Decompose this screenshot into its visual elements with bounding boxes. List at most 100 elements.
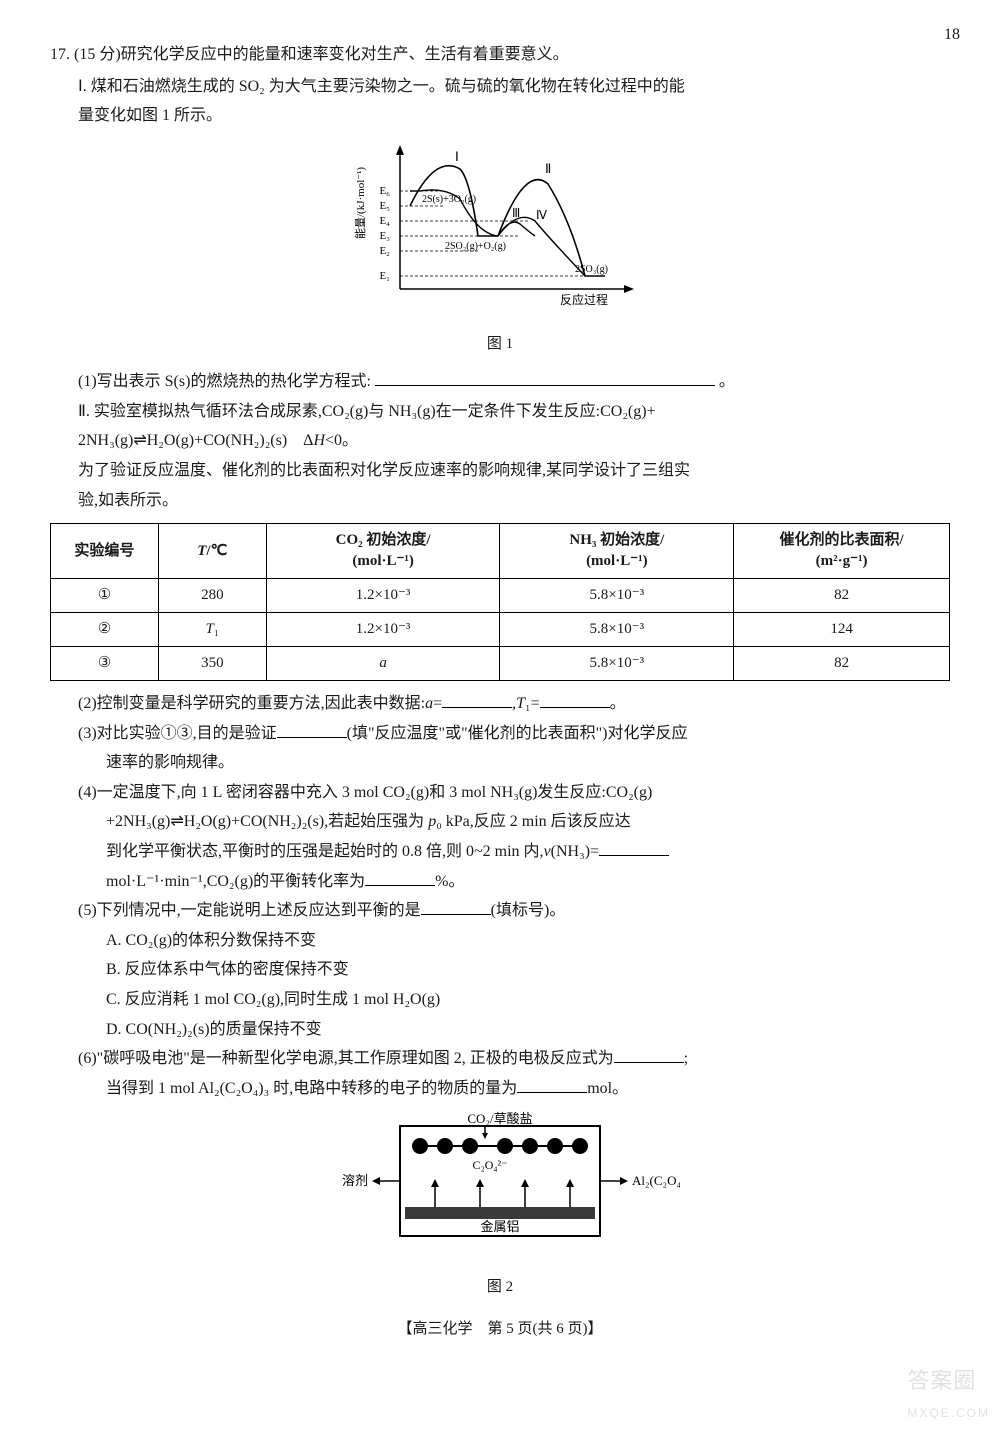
cell: ③ [51, 647, 159, 681]
figure-1-container: E₁ E₂ E₃ E₄ E₅ E₆ Ⅰ Ⅱ Ⅲ Ⅳ 2S(s)+3O₂(g) 2… [50, 139, 950, 359]
q6-blank2[interactable] [517, 1075, 587, 1093]
table-row: ② T₁ 1.2×10⁻³ 5.8×10⁻³ 124 [51, 613, 950, 647]
q1-blank[interactable] [375, 369, 715, 387]
q5-blank[interactable] [421, 898, 491, 916]
svg-text:Ⅱ: Ⅱ [545, 161, 551, 176]
cell: 124 [734, 613, 950, 647]
th-4: 催化剂的比表面积/(m²·g⁻¹) [734, 524, 950, 579]
page-corner-number: 18 [944, 20, 960, 50]
part2-deltaH: H [313, 432, 325, 449]
svg-text:金属铝: 金属铝 [480, 1219, 519, 1234]
svg-text:2S(s)+3O₂(g): 2S(s)+3O₂(g) [422, 194, 476, 205]
th-1: T/℃ [158, 524, 266, 579]
svg-text:能量/(kJ·mol⁻¹): 能量/(kJ·mol⁻¹) [353, 166, 367, 238]
svg-text:2SO₂(g)+O₂(g): 2SO₂(g)+O₂(g) [445, 241, 506, 252]
q4-text-d: mol·L⁻¹·min⁻¹,CO₂(g)的平衡转化率为 [106, 873, 365, 890]
svg-text:E₂: E₂ [379, 245, 390, 257]
th-0: 实验编号 [51, 524, 159, 579]
svg-text:E₃: E₃ [379, 230, 390, 242]
page-footer: 【高三化学 第 5 页(共 6 页)】 [50, 1316, 950, 1344]
q1-text: (1)写出表示 S(s)的燃烧热的热化学方程式: [78, 373, 371, 390]
choice-C: C. 反应消耗 1 mol CO₂(g),同时生成 1 mol H₂O(g) [106, 985, 950, 1015]
part2-line4: 验,如表所示。 [78, 486, 950, 516]
q6-text-b: ; [684, 1050, 688, 1067]
svg-text:E₆: E₆ [379, 185, 390, 197]
part1-line1: Ⅰ. 煤和石油燃烧生成的 SO₂ 为大气主要污染物之一。硫与硫的氧化物在转化过程… [78, 72, 950, 102]
q2-eq1: = [433, 695, 442, 712]
q6-text-a: (6)"碳呼吸电池"是一种新型化学电源,其工作原理如图 2, 正极的电极反应式为 [78, 1050, 614, 1067]
figure-2-svg: CO₂/草酸盐 C₂O₄²⁻ 溶剂 Al₂(C₂O₄)₃ 金属铝 [320, 1111, 680, 1261]
q4-text-e: %。 [435, 873, 464, 890]
q3-text-b: (填"反应温度"或"催化剂的比表面积")对化学反应 [347, 725, 688, 742]
cell: T₁ [158, 613, 266, 647]
watermark-main: 答案圈 [907, 1361, 990, 1402]
table-row: ③ 350 a 5.8×10⁻³ 82 [51, 647, 950, 681]
cell: 1.2×10⁻³ [266, 613, 500, 647]
th-2: CO₂ 初始浓度/(mol·L⁻¹) [266, 524, 500, 579]
experiment-table: 实验编号 T/℃ CO₂ 初始浓度/(mol·L⁻¹) NH₃ 初始浓度/(mo… [50, 523, 950, 681]
q2-blank1[interactable] [442, 691, 512, 709]
svg-text:E₁: E₁ [379, 270, 390, 282]
svg-text:2SO₃(g): 2SO₃(g) [575, 264, 608, 275]
figure-2-caption: 图 2 [50, 1274, 950, 1302]
choice-A: A. CO₂(g)的体积分数保持不变 [106, 926, 950, 956]
th-3: NH₃ 初始浓度/(mol·L⁻¹) [500, 524, 734, 579]
q2-blank2[interactable] [540, 691, 610, 709]
q4-p0: p [428, 813, 436, 830]
q6-blank1[interactable] [614, 1046, 684, 1064]
q2-tail: 。 [610, 695, 626, 712]
svg-text:CO₂/草酸盐: CO₂/草酸盐 [467, 1111, 532, 1126]
watermark: 答案圈 MXQE.COM [907, 1361, 990, 1424]
q2-text-a: (2)控制变量是科学研究的重要方法,因此表中数据: [78, 695, 425, 712]
q4-blank2[interactable] [365, 868, 435, 886]
question-17-header: 17. (15 分)研究化学反应中的能量和速率变化对生产、生活有着重要意义。 [50, 40, 950, 70]
q4-text-b2: ₀ kPa,反应 2 min 后该反应达 [436, 813, 630, 830]
figure-2-container: CO₂/草酸盐 C₂O₄²⁻ 溶剂 Al₂(C₂O₄)₃ 金属铝 [50, 1111, 950, 1301]
part2-line2b: <0。 [325, 432, 358, 449]
svg-text:C₂O₄²⁻: C₂O₄²⁻ [473, 1158, 508, 1172]
q4-text-c2: (NH₃)= [551, 843, 599, 860]
table-header-row: 实验编号 T/℃ CO₂ 初始浓度/(mol·L⁻¹) NH₃ 初始浓度/(mo… [51, 524, 950, 579]
svg-text:Ⅳ: Ⅳ [536, 208, 547, 222]
q3-blank[interactable] [277, 720, 347, 738]
q5-text-a: (5)下列情况中,一定能说明上述反应达到平衡的是 [78, 902, 421, 919]
cell: 5.8×10⁻³ [500, 613, 734, 647]
part2-line1: Ⅱ. 实验室模拟热气循环法合成尿素,CO₂(g)与 NH₃(g)在一定条件下发生… [78, 397, 950, 427]
cell: 82 [734, 647, 950, 681]
q6-text-d: mol。 [587, 1080, 628, 1097]
choice-D: D. CO(NH₂)₂(s)的质量保持不变 [106, 1015, 950, 1045]
cell: ② [51, 613, 159, 647]
cell: 5.8×10⁻³ [500, 647, 734, 681]
cell: a [266, 647, 500, 681]
q3-text-a: (3)对比实验①③,目的是验证 [78, 725, 277, 742]
watermark-sub: MXQE.COM [907, 1402, 990, 1424]
part2-line2a: 2NH₃(g)⇌H₂O(g)+CO(NH₂)₂(s) Δ [78, 432, 313, 449]
q4-text-c: 到化学平衡状态,平衡时的压强是起始时的 0.8 倍,则 0~2 min 内, [106, 843, 544, 860]
q4-blank1[interactable] [599, 838, 669, 856]
q4-text-a: (4)一定温度下,向 1 L 密闭容器中充入 3 mol CO₂(g)和 3 m… [78, 784, 652, 801]
part2-line3: 为了验证反应温度、催化剂的比表面积对化学反应速率的影响规律,某同学设计了三组实 [78, 456, 950, 486]
cell: 350 [158, 647, 266, 681]
svg-text:Ⅲ: Ⅲ [512, 206, 520, 220]
choice-B: B. 反应体系中气体的密度保持不变 [106, 955, 950, 985]
q2-sub: ₁= [525, 695, 540, 712]
part1-line2: 量变化如图 1 所示。 [78, 101, 950, 131]
figure-1-svg: E₁ E₂ E₃ E₄ E₅ E₆ Ⅰ Ⅱ Ⅲ Ⅳ 2S(s)+3O₂(g) 2… [350, 139, 650, 319]
q6-text-c: 当得到 1 mol Al₂(C₂O₄)₃ 时,电路中转移的电子的物质的量为 [106, 1080, 517, 1097]
cell: 1.2×10⁻³ [266, 579, 500, 613]
q1-tail: 。 [719, 373, 735, 390]
cell: ① [51, 579, 159, 613]
figure-1-caption: 图 1 [50, 331, 950, 359]
svg-text:E₄: E₄ [379, 215, 390, 227]
q2-a-var: a [425, 695, 433, 712]
q4-v: v [544, 843, 551, 860]
cell: 280 [158, 579, 266, 613]
svg-text:溶剂: 溶剂 [342, 1173, 368, 1188]
part2-line2: 2NH₃(g)⇌H₂O(g)+CO(NH₂)₂(s) ΔH<0。 [78, 426, 950, 456]
svg-text:Al₂(C₂O₄)₃: Al₂(C₂O₄)₃ [632, 1173, 680, 1188]
cell: 82 [734, 579, 950, 613]
svg-text:Ⅰ: Ⅰ [455, 149, 459, 164]
table-row: ① 280 1.2×10⁻³ 5.8×10⁻³ 82 [51, 579, 950, 613]
cell: 5.8×10⁻³ [500, 579, 734, 613]
q4-text-b: +2NH₃(g)⇌H₂O(g)+CO(NH₂)₂(s),若起始压强为 [106, 813, 428, 830]
